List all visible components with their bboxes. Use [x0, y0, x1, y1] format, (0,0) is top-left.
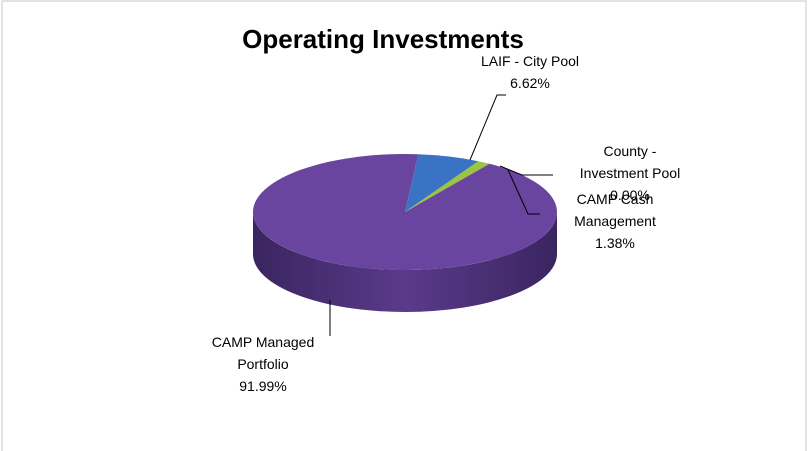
slice-label: CAMP Cash Management 1.38%	[560, 188, 670, 254]
leader-line	[507, 169, 540, 215]
value-label: 91.99%	[239, 378, 287, 394]
pie-slice	[253, 154, 557, 270]
value-label: 6.62%	[510, 75, 550, 91]
slice-label: County - Investment Pool 0.00%	[570, 140, 690, 206]
category-label: LAIF - City Pool	[480, 53, 580, 69]
chart-title: Operating Investments	[242, 24, 524, 54]
leader-line	[499, 165, 553, 176]
pie-side	[253, 212, 557, 312]
leader-lines	[329, 94, 553, 336]
category-label: County - Investment Pool	[579, 143, 681, 181]
pie-slice	[405, 154, 479, 212]
pie	[253, 154, 557, 312]
slice-label: CAMP Managed Portfolio 91.99%	[193, 331, 333, 397]
value-label: 1.38%	[595, 235, 635, 251]
leader-line	[469, 94, 506, 161]
category-label: CAMP Cash Management	[574, 191, 656, 229]
value-label: 0.00%	[610, 187, 650, 203]
slice-label: LAIF - City Pool 6.62%	[455, 50, 605, 94]
category-label: CAMP Managed Portfolio	[211, 334, 315, 372]
pie-slice	[405, 161, 490, 212]
